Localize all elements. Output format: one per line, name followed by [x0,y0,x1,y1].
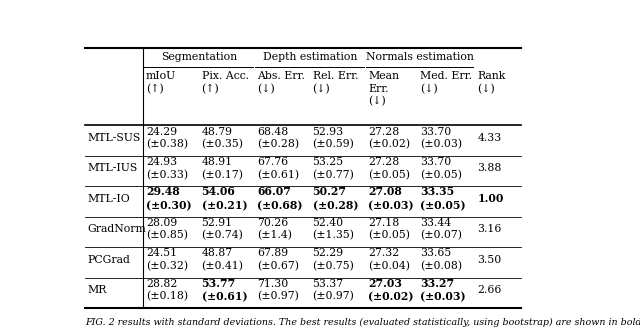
Text: Rank
(↓): Rank (↓) [477,71,506,94]
Text: Mean
Err.
(↓): Mean Err. (↓) [368,71,399,106]
Text: FIG. 2 results with standard deviations. The best results (evaluated statistical: FIG. 2 results with standard deviations.… [85,318,640,327]
Text: 67.76
(±0.61): 67.76 (±0.61) [257,157,299,180]
Text: 71.30
(±0.97): 71.30 (±0.97) [257,279,299,302]
Text: 27.28
(±0.05): 27.28 (±0.05) [368,157,410,180]
Text: 50.27
(±0.28): 50.27 (±0.28) [312,187,358,211]
Text: 53.37
(±0.97): 53.37 (±0.97) [312,279,355,302]
Text: 3.16: 3.16 [477,224,502,234]
Text: 33.35
(±0.05): 33.35 (±0.05) [420,187,466,211]
Text: GradNorm: GradNorm [88,224,146,234]
Text: 33.70
(±0.05): 33.70 (±0.05) [420,157,462,180]
Text: Med. Err.
(↓): Med. Err. (↓) [420,71,472,94]
Text: Depth estimation: Depth estimation [263,52,357,62]
Text: mIoU
(↑): mIoU (↑) [146,71,176,94]
Text: Segmentation: Segmentation [161,52,237,62]
Text: 53.77
(±0.61): 53.77 (±0.61) [202,278,247,303]
Text: MR: MR [88,285,107,295]
Text: 48.87
(±0.41): 48.87 (±0.41) [202,248,243,271]
Text: Pix. Acc.
(↑): Pix. Acc. (↑) [202,71,249,94]
Text: 33.70
(±0.03): 33.70 (±0.03) [420,127,462,149]
Text: 52.91
(±0.74): 52.91 (±0.74) [202,218,243,241]
Text: 24.93
(±0.33): 24.93 (±0.33) [146,157,188,180]
Text: 33.65
(±0.08): 33.65 (±0.08) [420,248,462,271]
Text: 27.28
(±0.02): 27.28 (±0.02) [368,127,410,149]
Text: 28.09
(±0.85): 28.09 (±0.85) [146,218,188,241]
Text: 66.07
(±0.68): 66.07 (±0.68) [257,187,303,211]
Text: 48.79
(±0.35): 48.79 (±0.35) [202,127,243,149]
Text: 67.89
(±0.67): 67.89 (±0.67) [257,248,299,271]
Text: MTL-IUS: MTL-IUS [88,163,138,174]
Text: 53.25
(±0.77): 53.25 (±0.77) [312,157,355,180]
Text: 52.93
(±0.59): 52.93 (±0.59) [312,127,355,149]
Text: 3.50: 3.50 [477,255,502,265]
Text: 33.27
(±0.03): 33.27 (±0.03) [420,278,466,303]
Text: 3.88: 3.88 [477,163,502,174]
Text: Rel. Err.
(↓): Rel. Err. (↓) [312,71,358,94]
Text: 27.08
(±0.03): 27.08 (±0.03) [368,187,414,211]
Text: 4.33: 4.33 [477,133,502,143]
Text: 29.48
(±0.30): 29.48 (±0.30) [146,187,191,211]
Text: 33.44
(±0.07): 33.44 (±0.07) [420,218,462,241]
Text: 24.51
(±0.32): 24.51 (±0.32) [146,248,188,271]
Text: 1.00: 1.00 [477,193,504,204]
Text: 28.82
(±0.18): 28.82 (±0.18) [146,279,188,302]
Text: 2.66: 2.66 [477,285,502,295]
Text: 27.18
(±0.05): 27.18 (±0.05) [368,218,410,241]
Text: MTL-SUS: MTL-SUS [88,133,141,143]
Text: 24.29
(±0.38): 24.29 (±0.38) [146,127,188,149]
Text: 52.29
(±0.75): 52.29 (±0.75) [312,248,355,271]
Text: 70.26
(±1.4): 70.26 (±1.4) [257,218,292,241]
Text: MTL-IO: MTL-IO [88,194,130,204]
Text: 27.32
(±0.04): 27.32 (±0.04) [368,248,410,271]
Text: 52.40
(±1.35): 52.40 (±1.35) [312,218,355,241]
Text: 54.06
(±0.21): 54.06 (±0.21) [202,187,247,211]
Text: Normals estimation: Normals estimation [366,52,474,62]
Text: Abs. Err.
(↓): Abs. Err. (↓) [257,71,305,94]
Text: 68.48
(±0.28): 68.48 (±0.28) [257,127,299,149]
Text: 48.91
(±0.17): 48.91 (±0.17) [202,157,243,180]
Text: PCGrad: PCGrad [88,255,131,265]
Text: 27.03
(±0.02): 27.03 (±0.02) [368,278,413,303]
